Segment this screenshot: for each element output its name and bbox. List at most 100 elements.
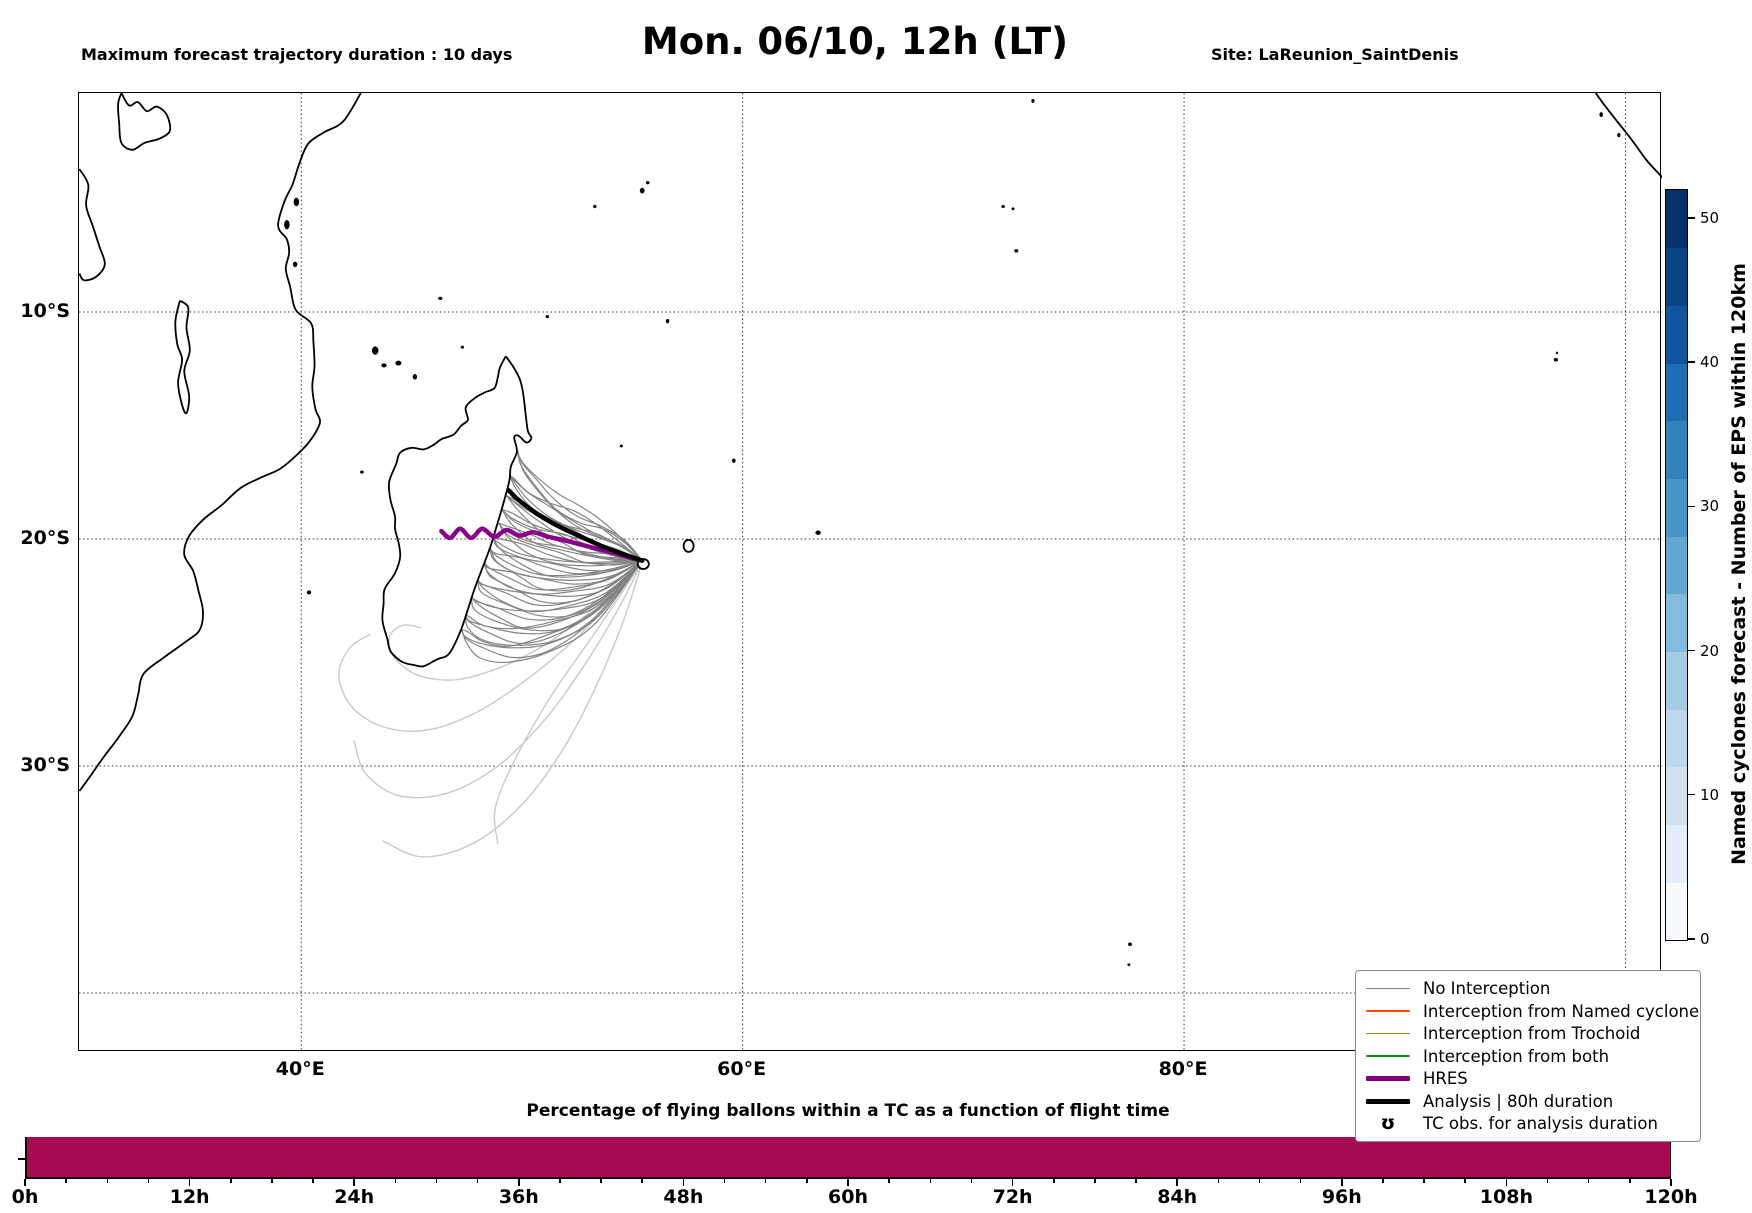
island-praslin (645, 181, 650, 185)
legend-item: Interception from Trochoid (1366, 1023, 1690, 1044)
island-cocos-north (1555, 351, 1559, 355)
bottom-minor-tick (641, 1179, 644, 1183)
colorbar-segment (1666, 593, 1687, 653)
island-diego-garcia (1014, 248, 1019, 253)
legend-item: HRES (1366, 1068, 1690, 1089)
colorbar-tick (1688, 361, 1695, 363)
bottom-major-tick (1176, 1179, 1178, 1186)
legend-line-sample (1366, 1032, 1410, 1035)
bottom-xtick-label: 24h (334, 1186, 375, 1208)
bottom-xtick-label: 108h (1479, 1186, 1533, 1208)
island-mentawai-2 (1617, 132, 1621, 138)
legend-line-sample (1366, 1055, 1410, 1057)
bottom-minor-tick (106, 1179, 109, 1183)
colorbar-tick-label: 40 (1700, 353, 1720, 372)
bottom-major-tick (518, 1179, 520, 1186)
colorbar-segment (1666, 766, 1687, 826)
bottom-major-tick (682, 1179, 685, 1186)
bottom-minor-tick (1258, 1179, 1261, 1183)
bottom-minor-tick (1587, 1179, 1590, 1183)
bottom-minor-tick (764, 1179, 767, 1183)
trajectory-map: No Interception Interception from Named c… (78, 92, 1701, 1142)
bottom-minor-tick (1299, 1179, 1302, 1183)
bottom-major-tick (1505, 1179, 1508, 1186)
colorbar (1665, 189, 1688, 941)
legend-label: TC obs. for analysis duration (1423, 1114, 1658, 1133)
colorbar-segment (1666, 709, 1687, 768)
bottom-minor-tick (1464, 1179, 1467, 1183)
island-amsterdam-island (1127, 942, 1133, 947)
hres-trajectory (439, 526, 645, 563)
legend-item: Interception from both (1366, 1046, 1690, 1067)
bottom-chart-title: Percentage of flying ballons within a TC… (526, 1101, 1170, 1121)
bottom-minor-tick (1217, 1179, 1220, 1183)
island-moheli (381, 363, 387, 368)
colorbar-tick (1688, 505, 1695, 507)
legend-line-sample (1366, 987, 1410, 990)
colorbar-segment (1666, 651, 1687, 710)
bottom-xtick-label: 0h (11, 1186, 39, 1208)
colorbar-tick-label: 10 (1700, 785, 1720, 804)
island-glorioso (460, 345, 465, 349)
bottom-major-tick (1341, 1179, 1343, 1186)
bottom-xtick-label: 84h (1157, 1186, 1198, 1208)
legend-item: ʊ TC obs. for analysis duration (1366, 1113, 1690, 1134)
legend-line-sample (1366, 1010, 1410, 1012)
tc-obs-icon: ʊ (1380, 1112, 1396, 1134)
colorbar-segment (1666, 420, 1687, 479)
legend-item: No Interception (1366, 978, 1690, 999)
legend-item: Analysis | 80h duration (1366, 1091, 1690, 1112)
colorbar-tick-label: 50 (1700, 208, 1720, 227)
bottom-minor-tick (1052, 1179, 1055, 1183)
island-grande-comore (371, 346, 379, 355)
bottom-minor-tick (435, 1179, 438, 1183)
page-title: Mon. 06/10, 12h (LT) (641, 20, 1069, 63)
legend-line-sample (1366, 1076, 1410, 1081)
bottom-xtick-label: 72h (992, 1186, 1033, 1208)
colorbar-tick-label: 30 (1700, 497, 1720, 516)
bottom-xtick-label: 36h (498, 1186, 539, 1208)
island-juan-de-nova (360, 470, 364, 474)
colorbar-tick (1688, 217, 1695, 219)
bottom-minor-tick (147, 1179, 150, 1183)
bottom-minor-tick (65, 1179, 67, 1183)
map-xtick-label: 40°E (275, 1058, 325, 1080)
legend-item: Interception from Named cyclone (1366, 1001, 1699, 1022)
bottom-minor-tick (1546, 1179, 1549, 1183)
colorbar-segment (1666, 363, 1687, 422)
bottom-minor-tick (312, 1179, 314, 1183)
colorbar-segment (1666, 824, 1687, 883)
island-amirantes (593, 204, 597, 209)
legend-label: HRES (1423, 1069, 1468, 1088)
flight-time-bar (25, 1137, 1671, 1179)
colorbar-tick (1688, 938, 1695, 940)
bottom-xtick-label: 60h (828, 1186, 868, 1208)
coastlines (79, 93, 1662, 792)
island-chagos-2 (1011, 207, 1015, 211)
map-xtick-label: 80°E (1158, 1058, 1208, 1080)
bottom-major-tick (188, 1179, 191, 1186)
bottom-minor-tick (723, 1179, 726, 1183)
island-cocos-keeling (1553, 357, 1559, 362)
colorbar-tick (1688, 794, 1695, 796)
island-mauritius (682, 538, 695, 553)
legend-label: No Interception (1423, 979, 1551, 998)
colorbar-segment (1666, 305, 1687, 364)
legend-label: Interception from Trochoid (1423, 1024, 1641, 1043)
bottom-xtick-label: 12h (169, 1186, 210, 1208)
bottom-minor-tick (888, 1179, 890, 1183)
colorbar-segment (1666, 536, 1687, 595)
island-europa (306, 590, 312, 595)
map-ytick-label: 30°S (20, 754, 70, 777)
legend-line-sample (1366, 1098, 1410, 1104)
island-saint-paul-island (1127, 963, 1131, 967)
island-mahe (639, 187, 645, 194)
bottom-major-tick (24, 1179, 26, 1186)
colorbar-segment (1666, 478, 1687, 537)
island-zanzibar (284, 219, 290, 230)
colorbar-tick (1688, 649, 1695, 652)
legend-label: Interception from Named cyclone (1423, 1001, 1700, 1021)
bottom-major-tick (1670, 1179, 1672, 1186)
colorbar-tick-label: 0 (1700, 930, 1710, 948)
